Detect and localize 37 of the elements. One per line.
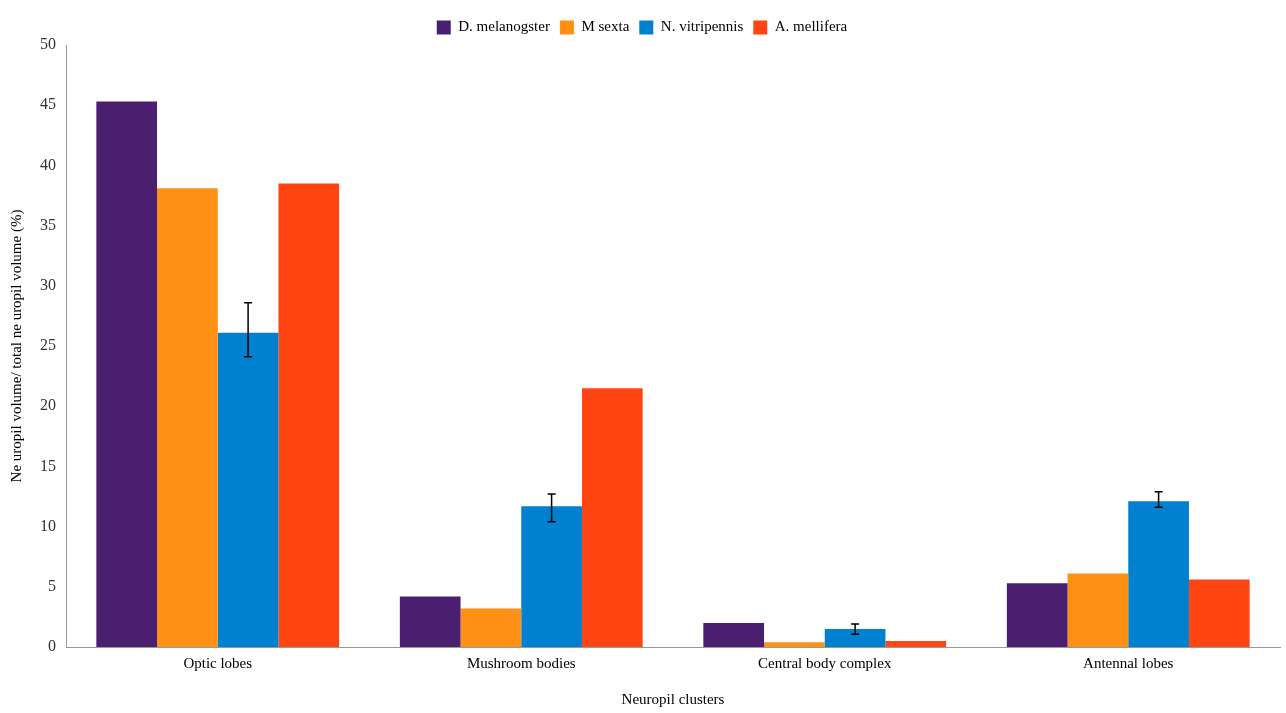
x-tick-label: Antennal lobes [1083,654,1174,671]
y-tick-label: 15 [40,456,56,474]
bar [399,596,461,647]
y-tick-label: 50 [40,35,56,53]
legend-label: D. melanogster [458,18,550,35]
legend-label: M sexta [581,18,630,35]
x-tick-label: Central body complex [758,654,892,671]
bar [764,642,825,647]
bar [1006,583,1068,647]
bar [1128,501,1189,647]
y-tick-label: 5 [48,577,56,594]
bar [217,332,279,647]
bar [157,188,218,647]
y-tick-label: 25 [40,336,56,354]
bar [278,183,340,647]
y-tick-label: 30 [40,276,56,293]
y-tick-label: 35 [40,215,56,233]
bar [1067,573,1129,647]
bar [824,628,886,647]
bar [521,506,582,647]
bar [1188,579,1250,647]
y-tick-label: 20 [40,396,56,414]
y-tick-label: 0 [48,637,56,655]
legend-label: A. mellifera [774,18,848,35]
bar [581,388,643,647]
bar [885,640,947,647]
y-tick-label: 10 [40,516,56,534]
bar [460,608,522,647]
y-tick-label: 40 [40,155,56,173]
y-tick-label: 45 [40,95,56,113]
y-axis-title: Ne uropil volume/ total ne uropil volume (%) [7,209,25,483]
x-tick-label: Optic lobes [183,654,253,671]
bar [703,622,765,647]
bar [96,101,158,647]
legend-label: N. vitripennis [660,18,744,35]
x-axis-title: Neuropil clusters [621,690,725,707]
x-tick-label: Mushroom bodies [466,654,576,671]
